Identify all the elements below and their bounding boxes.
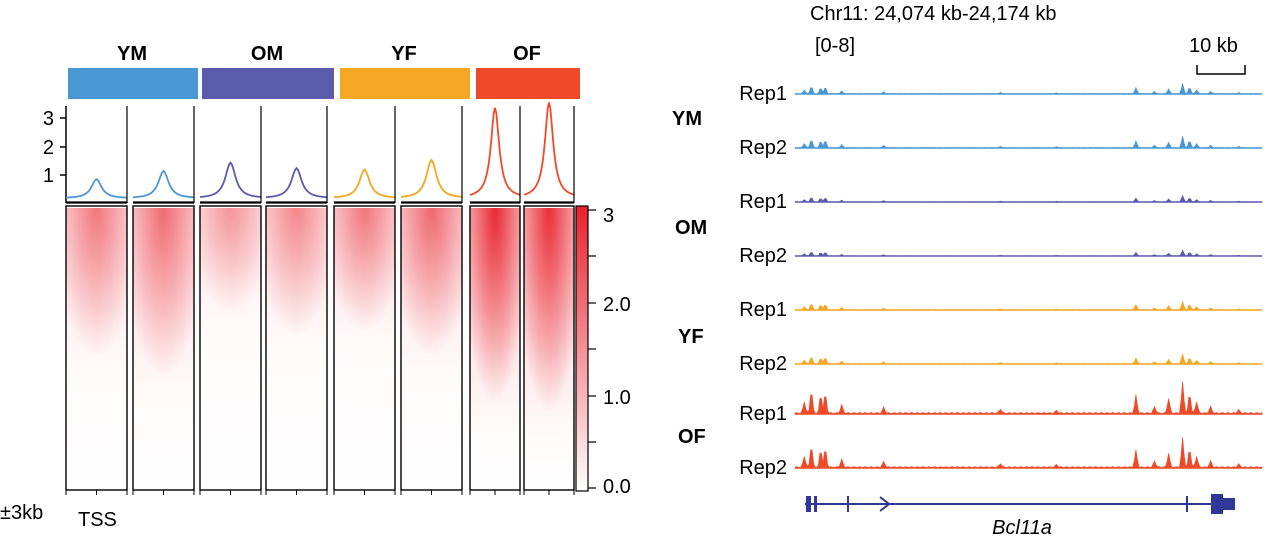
track-signal-om — [794, 249, 1263, 257]
gene-exon — [1186, 496, 1188, 512]
profile-tick-label-2: 2 — [43, 137, 54, 159]
gene-model: Bcl11a — [805, 494, 1235, 539]
profile-curve-yf — [333, 168, 396, 199]
group-bar-of — [476, 68, 580, 99]
browser-region: Chr11: 24,074 kb-24,174 kb — [810, 3, 1056, 25]
browser-data-range: [0-8] — [815, 35, 855, 57]
gene-exon — [806, 496, 811, 512]
browser-group-yf: YF — [678, 326, 704, 348]
browser-group-ym: YM — [672, 108, 702, 130]
profile-tick-label-3: 3 — [43, 108, 54, 130]
heatmap-column-signal — [266, 208, 327, 490]
track-signal-ym — [794, 83, 1263, 95]
track-signal-of — [794, 381, 1263, 415]
profile-curve-of — [523, 102, 575, 196]
heatmap-column-signal — [66, 208, 127, 490]
profile-frame — [65, 105, 128, 204]
colorbar-gradient — [575, 205, 589, 492]
genome-browser: Chr11: 24,074 kb-24,174 kb [0-8] 10 kb Y… — [672, 3, 1263, 539]
browser-group-of: OF — [678, 426, 706, 448]
heatmap — [65, 205, 575, 495]
group-bar-yf — [340, 68, 470, 99]
profile-frame — [132, 105, 195, 204]
colorbar-label-2: 2.0 — [603, 294, 631, 316]
profile-frame — [265, 105, 328, 204]
track-rep-label: Rep1 — [739, 299, 787, 321]
group-header: YM OM YF OF — [68, 43, 580, 99]
profile-curves — [65, 102, 575, 204]
track-signal-yf — [794, 352, 1263, 365]
profile-curve-ym — [132, 169, 195, 199]
track-rep-label: Rep1 — [739, 191, 787, 213]
track-rep-label: Rep2 — [739, 245, 787, 267]
profile-frame — [523, 105, 575, 204]
colorbar: 3 2.0 1.0 0.0 — [575, 205, 631, 498]
track-rep-label: Rep2 — [739, 137, 787, 159]
group-bar-om — [202, 68, 334, 99]
gene-exon — [1211, 494, 1223, 514]
colorbar-label-1: 1.0 — [603, 387, 631, 409]
track-signal-yf — [794, 300, 1263, 311]
colorbar-label-3: 3 — [603, 205, 614, 227]
colorbar-label-0: 0.0 — [603, 476, 631, 498]
gene-exon — [847, 496, 849, 512]
profile-curve-yf — [400, 158, 463, 198]
track-rep-label: Rep2 — [739, 457, 787, 479]
browser-tracks: Rep1 Rep2 Rep1 Rep2 Rep1 Rep2 Rep1 Rep2 — [739, 83, 1263, 479]
track-rep-label: Rep1 — [739, 403, 787, 425]
profile-curve-of — [469, 107, 521, 196]
group-bar-ym — [68, 68, 198, 99]
profile-plot: 3 2 1 — [43, 102, 575, 204]
heatmap-column-signal — [200, 208, 261, 490]
profile-frame — [400, 105, 463, 204]
heatmap-tss-label: TSS — [78, 509, 117, 531]
browser-scale-bar — [1196, 65, 1246, 75]
group-label-yf: YF — [391, 43, 417, 65]
gene-exon — [1223, 498, 1235, 510]
profile-tick-label-1: 1 — [43, 165, 54, 187]
browser-scale-label: 10 kb — [1189, 35, 1238, 57]
profile-frame — [333, 105, 396, 204]
heatmap-range-label: ±3kb — [0, 502, 43, 524]
heatmap-column-signal — [334, 208, 395, 490]
profile-curve-om — [199, 161, 262, 198]
profile-frame — [199, 105, 262, 204]
heatmap-column-signal — [401, 208, 462, 490]
heatmap-column-signal — [133, 208, 194, 490]
gene-strand-arrow — [879, 496, 891, 512]
track-signal-of — [794, 437, 1263, 469]
track-signal-ym — [794, 136, 1263, 149]
track-signal-om — [794, 194, 1263, 203]
group-label-om: OM — [251, 43, 283, 65]
gene-name: Bcl11a — [992, 517, 1052, 539]
browser-group-om: OM — [675, 217, 707, 239]
profile-curve-om — [265, 166, 328, 199]
track-rep-label: Rep2 — [739, 353, 787, 375]
track-rep-label: Rep1 — [739, 83, 787, 105]
heatmap-column-signal — [524, 208, 574, 490]
gene-exon — [814, 496, 817, 512]
group-label-ym: YM — [117, 43, 147, 65]
heatmap-column-signal — [470, 208, 520, 490]
profile-frame — [469, 105, 521, 204]
profile-curve-ym — [65, 178, 128, 199]
group-label-of: OF — [513, 43, 541, 65]
